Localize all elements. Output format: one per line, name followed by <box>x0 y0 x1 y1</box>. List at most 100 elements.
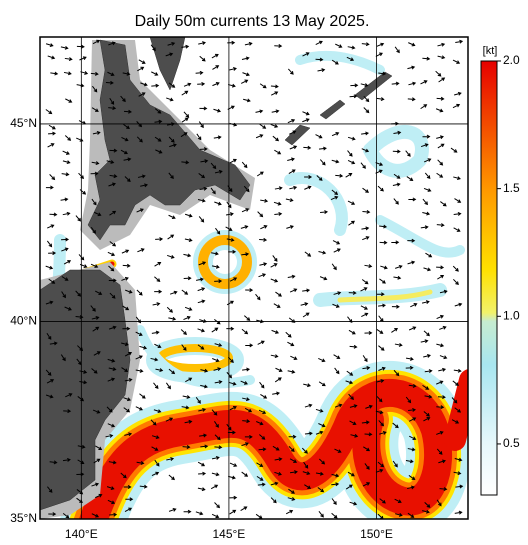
current-arrow <box>318 358 326 363</box>
current-arrow <box>361 279 369 285</box>
current-arrow <box>360 83 369 87</box>
current-arrow <box>407 260 416 265</box>
current-arrow <box>198 471 207 476</box>
current-arrow <box>350 83 359 88</box>
current-arrow <box>331 131 340 137</box>
current-arrow <box>151 446 159 451</box>
current-arrow <box>420 225 429 230</box>
current-arrow <box>243 315 251 321</box>
current-arrow <box>315 134 323 139</box>
current-arrow <box>109 97 115 105</box>
current-arrow <box>124 507 133 512</box>
current-arrow <box>241 208 250 213</box>
current-arrow <box>106 486 115 490</box>
colorbar-unit: [kt] <box>483 45 498 57</box>
current-arrow <box>60 197 69 202</box>
current-arrow <box>423 267 432 272</box>
current-arrow <box>244 407 253 413</box>
current-arrow <box>437 395 446 400</box>
current-arrow <box>61 291 66 299</box>
current-arrow <box>408 475 416 480</box>
current-arrow <box>376 379 385 383</box>
current-arrow <box>47 143 55 148</box>
current-arrow <box>197 461 206 467</box>
current-arrow <box>229 67 237 71</box>
current-arrow <box>166 457 175 461</box>
current-arrow <box>211 264 220 269</box>
current-arrow <box>345 380 354 385</box>
current-arrow <box>46 240 53 248</box>
current-arrow <box>332 303 340 308</box>
current-arrow <box>259 381 265 389</box>
current-arrow <box>167 254 175 259</box>
current-arrow <box>436 499 442 507</box>
current-arrow <box>62 211 71 216</box>
current-arrow <box>380 265 388 270</box>
current-arrow <box>331 498 337 505</box>
current-arrow <box>454 407 462 413</box>
current-arrow <box>154 108 162 114</box>
current-arrow <box>408 383 417 388</box>
current-arrow <box>349 344 358 349</box>
current-arrow <box>347 45 356 50</box>
current-arrow <box>243 185 250 193</box>
current-arrow <box>424 369 433 374</box>
current-arrow <box>335 43 343 48</box>
current-arrow <box>304 484 312 489</box>
current-arrow <box>452 380 459 386</box>
current-arrow <box>259 434 266 440</box>
current-arrow <box>135 368 144 373</box>
current-arrow <box>436 314 444 320</box>
current-arrow <box>95 290 103 295</box>
current-arrow <box>137 66 145 72</box>
current-arrow <box>421 300 430 305</box>
current-arrow <box>361 312 369 317</box>
current-arrow <box>124 176 131 183</box>
current-arrow <box>285 331 292 338</box>
current-arrow <box>320 210 329 215</box>
current-arrow <box>349 404 358 409</box>
current-arrow <box>240 225 249 229</box>
current-arrow <box>257 211 264 218</box>
current-arrow <box>393 275 402 280</box>
current-arrow <box>168 82 176 88</box>
current-arrow <box>107 377 116 382</box>
current-arrow <box>349 420 357 425</box>
current-field <box>40 37 468 519</box>
current-arrow <box>347 200 356 205</box>
y-tick-label: 35°N <box>10 511 37 525</box>
current-arrow <box>318 423 326 428</box>
current-arrow <box>256 171 264 177</box>
current-arrow <box>63 260 72 265</box>
current-arrow <box>122 326 131 331</box>
current-arrow <box>259 123 267 129</box>
current-arrow <box>275 367 283 372</box>
current-arrow <box>94 211 102 217</box>
current-arrow <box>184 213 193 218</box>
current-arrow <box>165 52 174 57</box>
current-arrow <box>362 187 370 193</box>
current-arrow <box>212 358 220 363</box>
current-arrow <box>304 185 312 190</box>
current-arrow <box>453 176 461 181</box>
current-arrow <box>392 149 401 154</box>
current-arrow <box>452 265 459 272</box>
current-arrow <box>407 512 415 518</box>
current-arrow <box>242 419 251 424</box>
current-arrow <box>196 277 204 282</box>
current-arrow <box>435 70 442 77</box>
current-arrow <box>345 484 353 490</box>
current-arrow <box>451 397 458 404</box>
current-arrow <box>214 201 222 206</box>
current-arrow <box>65 393 73 398</box>
current-arrow <box>123 397 131 402</box>
current-arrow <box>168 136 175 143</box>
current-arrow <box>154 261 162 267</box>
current-arrow <box>168 316 177 321</box>
current-arrow <box>260 198 269 203</box>
current-arrow <box>378 71 387 76</box>
current-arrow <box>288 434 297 439</box>
current-arrow <box>333 248 341 253</box>
current-arrow <box>195 70 204 75</box>
current-arrow <box>154 459 160 467</box>
